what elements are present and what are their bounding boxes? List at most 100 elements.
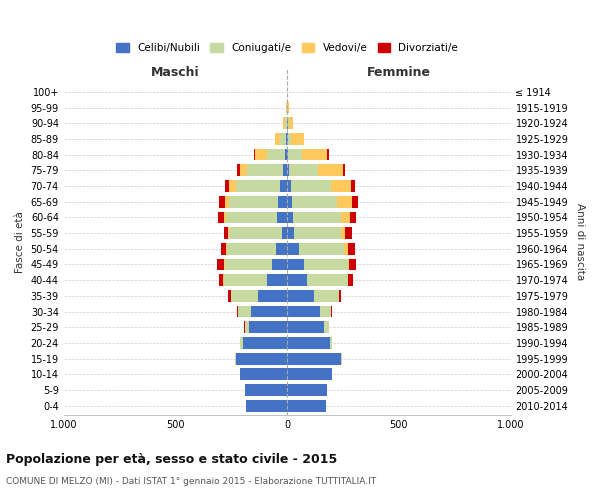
Bar — [287, 274, 307, 286]
Bar — [287, 212, 293, 224]
Bar — [320, 306, 331, 318]
Bar — [232, 290, 258, 302]
Bar — [286, 133, 287, 145]
Bar — [283, 118, 285, 129]
Bar — [277, 212, 287, 224]
Bar — [251, 306, 287, 318]
Bar — [341, 212, 350, 224]
Bar — [289, 148, 302, 160]
Bar — [331, 306, 332, 318]
Bar — [219, 196, 224, 207]
Bar — [351, 180, 355, 192]
Bar — [287, 400, 326, 411]
Bar — [226, 243, 227, 254]
Text: COMUNE DI MELZO (MI) - Dati ISTAT 1° gennaio 2015 - Elaborazione TUTTITALIA.IT: COMUNE DI MELZO (MI) - Dati ISTAT 1° gen… — [6, 478, 376, 486]
Bar — [314, 290, 338, 302]
Text: Popolazione per età, sesso e stato civile - 2015: Popolazione per età, sesso e stato civil… — [6, 452, 337, 466]
Bar — [287, 353, 341, 364]
Bar — [289, 118, 293, 129]
Bar — [278, 196, 287, 207]
Bar — [304, 258, 347, 270]
Bar — [267, 148, 285, 160]
Bar — [287, 368, 332, 380]
Bar — [337, 196, 352, 207]
Bar — [287, 290, 314, 302]
Bar — [224, 274, 267, 286]
Bar — [254, 148, 255, 160]
Bar — [258, 290, 287, 302]
Bar — [328, 148, 329, 160]
Bar — [228, 227, 229, 239]
Bar — [287, 180, 290, 192]
Bar — [240, 368, 287, 380]
Bar — [299, 243, 344, 254]
Bar — [249, 322, 287, 333]
Bar — [288, 102, 289, 114]
Bar — [229, 196, 278, 207]
Text: Femmine: Femmine — [367, 66, 431, 80]
Bar — [350, 212, 356, 224]
Bar — [237, 164, 240, 176]
Bar — [276, 243, 287, 254]
Bar — [292, 196, 337, 207]
Bar — [280, 180, 287, 192]
Bar — [219, 274, 223, 286]
Bar — [229, 227, 281, 239]
Bar — [345, 227, 352, 239]
Bar — [237, 306, 238, 318]
Bar — [287, 306, 320, 318]
Bar — [339, 290, 341, 302]
Bar — [240, 337, 242, 349]
Bar — [224, 258, 272, 270]
Bar — [240, 164, 247, 176]
Bar — [245, 384, 287, 396]
Bar — [287, 337, 329, 349]
Bar — [235, 353, 236, 364]
Bar — [221, 243, 226, 254]
Bar — [287, 322, 324, 333]
Bar — [246, 400, 287, 411]
Text: Maschi: Maschi — [151, 66, 200, 80]
Bar — [289, 164, 319, 176]
Bar — [242, 337, 287, 349]
Bar — [283, 164, 287, 176]
Bar — [228, 290, 231, 302]
Bar — [324, 322, 329, 333]
Legend: Celibi/Nubili, Coniugati/e, Vedovi/e, Divorziati/e: Celibi/Nubili, Coniugati/e, Vedovi/e, Di… — [112, 39, 463, 58]
Bar — [294, 227, 341, 239]
Bar — [341, 353, 342, 364]
Bar — [290, 180, 331, 192]
Y-axis label: Anni di nascita: Anni di nascita — [575, 203, 585, 280]
Bar — [275, 133, 280, 145]
Bar — [292, 133, 304, 145]
Bar — [224, 212, 226, 224]
Bar — [255, 148, 267, 160]
Bar — [217, 258, 224, 270]
Bar — [329, 337, 332, 349]
Bar — [288, 133, 292, 145]
Bar — [267, 274, 287, 286]
Bar — [287, 384, 328, 396]
Bar — [307, 274, 347, 286]
Bar — [293, 212, 341, 224]
Bar — [344, 243, 347, 254]
Y-axis label: Fasce di età: Fasce di età — [15, 211, 25, 272]
Bar — [245, 322, 249, 333]
Bar — [285, 148, 287, 160]
Bar — [287, 227, 294, 239]
Bar — [238, 306, 251, 318]
Bar — [287, 243, 299, 254]
Bar — [236, 180, 280, 192]
Bar — [287, 148, 289, 160]
Bar — [348, 274, 353, 286]
Bar — [281, 227, 287, 239]
Bar — [236, 353, 287, 364]
Bar — [218, 212, 224, 224]
Bar — [287, 196, 292, 207]
Bar — [287, 118, 289, 129]
Bar — [224, 180, 229, 192]
Bar — [247, 164, 283, 176]
Bar — [227, 243, 276, 254]
Bar — [343, 164, 345, 176]
Bar — [229, 180, 236, 192]
